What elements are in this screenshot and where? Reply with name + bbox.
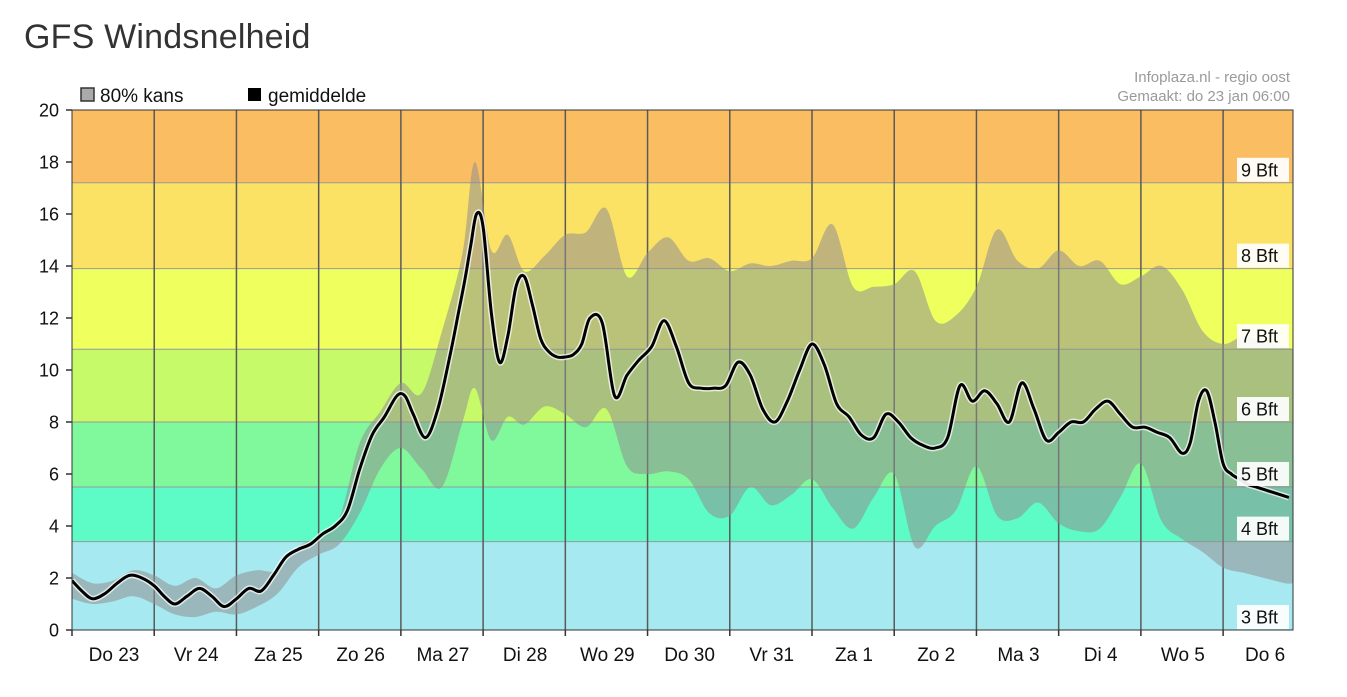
x-tick-label: Wo 29 <box>580 645 635 666</box>
x-tick-label: Za 1 <box>835 645 873 666</box>
x-tick-label: Ma 27 <box>416 645 469 666</box>
page-title: GFS Windsnelheid <box>24 18 311 56</box>
beaufort-label-7: 7 Bft <box>1237 324 1289 349</box>
confidence-band-80 <box>72 161 1293 618</box>
y-tick-label: 6 <box>49 465 59 485</box>
beaufort-label-text: 6 Bft <box>1241 400 1278 420</box>
beaufort-label-box <box>1237 243 1289 268</box>
beaufort-label-6: 6 Bft <box>1237 397 1289 421</box>
beaufort-label-box <box>1237 462 1289 486</box>
beaufort-label-box <box>1237 516 1289 541</box>
beaufort-label-box <box>1237 324 1289 349</box>
beaufort-labels: 3 Bft 4 Bft 5 Bft 6 Bft 7 Bft 8 Bft 9 Bft <box>1237 157 1289 629</box>
beaufort-label-box <box>1237 605 1289 629</box>
mean-line <box>72 210 1290 609</box>
legend-swatch-mean <box>248 88 261 101</box>
beaufort-label-8: 8 Bft <box>1237 243 1289 268</box>
beaufort-label-text: 8 Bft <box>1241 246 1278 266</box>
x-tick-label: Di 4 <box>1084 645 1118 666</box>
x-tick-label: Vr 31 <box>749 645 794 666</box>
beaufort-label-text: 3 Bft <box>1241 608 1278 628</box>
beaufort-label-3: 3 Bft <box>1237 605 1289 629</box>
beaufort-label-5: 5 Bft <box>1237 462 1289 486</box>
x-tick-label: Do 30 <box>664 645 715 666</box>
beaufort-label-text: 9 Bft <box>1241 160 1278 180</box>
y-tick-label: 18 <box>39 153 59 173</box>
legend: 80% kans gemiddelde <box>80 86 366 107</box>
y-tick-label: 2 <box>49 569 59 589</box>
y-tick-label: 14 <box>39 257 59 277</box>
beaufort-label-text: 7 Bft <box>1241 327 1278 347</box>
beaufort-label-text: 5 Bft <box>1241 465 1278 485</box>
beaufort-band-9 <box>72 110 1293 183</box>
legend-swatch-band <box>80 87 95 102</box>
x-tick-label: Do 23 <box>89 645 140 666</box>
credit-source: Infoplaza.nl - regio oost <box>1134 69 1291 86</box>
beaufort-label-box <box>1237 397 1289 421</box>
x-tick-label: Za 25 <box>254 645 303 666</box>
y-tick-label: 4 <box>49 517 59 537</box>
y-tick-label: 8 <box>49 413 59 433</box>
x-tick-label: Vr 24 <box>174 645 219 666</box>
x-tick-label: Ma 3 <box>997 645 1039 666</box>
y-tick-label: 20 <box>39 101 59 121</box>
x-tick-label: Do 6 <box>1245 645 1285 666</box>
beaufort-band-8 <box>72 182 1293 269</box>
y-tick-label: 0 <box>49 621 59 641</box>
x-tick-label: Zo 26 <box>336 645 385 666</box>
x-tick-label: Wo 5 <box>1161 645 1205 666</box>
beaufort-label-text: 4 Bft <box>1241 519 1278 539</box>
beaufort-label-box <box>1237 157 1289 182</box>
legend-label-band: 80% kans <box>100 86 183 107</box>
legend-label-mean: gemiddelde <box>268 86 366 107</box>
beaufort-label-9: 9 Bft <box>1237 157 1289 182</box>
x-tick-label: Zo 2 <box>917 645 955 666</box>
y-tick-label: 10 <box>39 361 59 381</box>
axes: 0 2 4 6 8 10 12 14 16 18 20 Do 23 Vr 24 Za 25 Zo 26 Ma … <box>39 101 1285 667</box>
x-tick-label: Di 28 <box>503 645 547 666</box>
y-tick-label: 16 <box>39 205 59 225</box>
credit-created: Gemaakt: do 23 jan 06:00 <box>1117 88 1290 105</box>
y-tick-label: 12 <box>39 309 59 329</box>
series-layer <box>72 161 1293 618</box>
beaufort-label-4: 4 Bft <box>1237 516 1289 541</box>
